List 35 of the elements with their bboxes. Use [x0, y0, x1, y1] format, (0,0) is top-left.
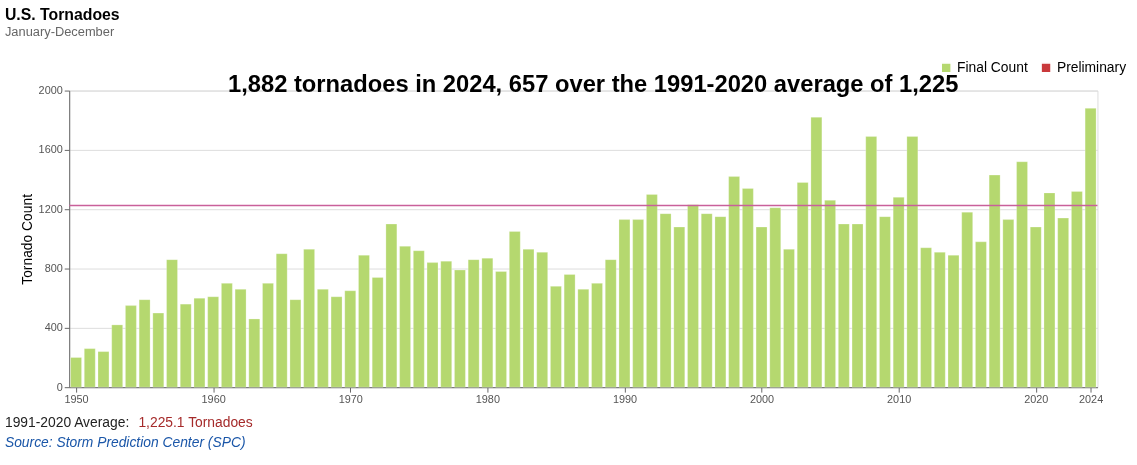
y-tick-label: 400 — [44, 321, 63, 334]
x-tick-label: 1950 — [64, 393, 89, 406]
y-tick-label: 1600 — [38, 143, 63, 156]
bar — [495, 271, 507, 388]
x-tick-label: 1970 — [338, 393, 363, 406]
bar — [879, 216, 891, 388]
bar — [1016, 161, 1028, 388]
text: 1991-2020 Average: — [4, 413, 130, 430]
chart-subtitle: January-December — [4, 24, 115, 40]
x-tick-label: 2020 — [1024, 393, 1049, 406]
y-tick-label: 1200 — [38, 202, 63, 215]
x-tick-label: 2000 — [749, 393, 775, 406]
legend-label: Final Count — [957, 58, 1028, 75]
annotation: 1,882 tornadoes in 2024, 657 over the 1991-2020 average of 1,225 — [227, 70, 959, 97]
x-tick-label: 2010 — [887, 393, 912, 406]
y-tick-label: 2000 — [38, 84, 63, 97]
bar — [70, 357, 82, 388]
chart-title: U.S. Tornadoes — [4, 6, 120, 24]
bar — [687, 204, 699, 388]
bar — [454, 269, 466, 388]
x-tick-label: 2024 — [1079, 393, 1104, 406]
x-tick-label: 1960 — [201, 393, 226, 406]
source-note: Source: Storm Prediction Center (SPC) — [4, 433, 246, 450]
legend-label: Preliminary — [1056, 58, 1127, 75]
text: 1,225.1 Tornadoes — [138, 413, 253, 430]
y-tick-label: 800 — [44, 262, 63, 274]
bar — [262, 283, 274, 388]
x-tick-label: 1980 — [475, 393, 500, 406]
bar — [783, 249, 795, 388]
bar — [166, 259, 178, 388]
y-axis-title: Tornado Count — [18, 193, 35, 285]
y-tick-label: 0 — [56, 380, 63, 393]
bar — [358, 254, 370, 388]
bar — [591, 283, 603, 388]
x-tick-label: 1990 — [612, 393, 638, 406]
